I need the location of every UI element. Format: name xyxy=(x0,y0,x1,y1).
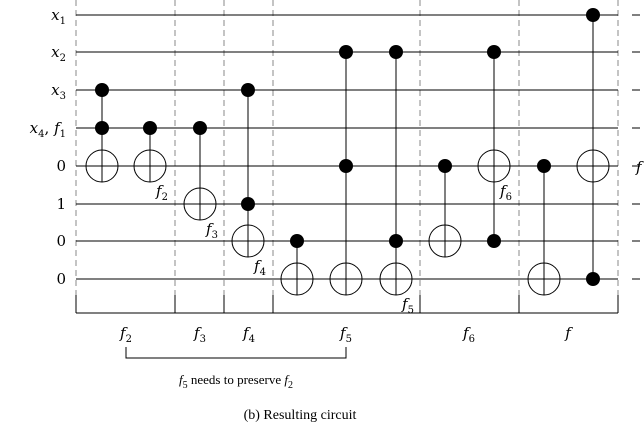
toffoli-gate xyxy=(280,234,314,296)
control-dot xyxy=(487,45,501,59)
toffoli-gate: f2 xyxy=(133,121,168,203)
gates: f2 f3 f4 f5 f6 xyxy=(85,8,610,316)
preserve-brace: f5 needs to preserve f2 xyxy=(125,347,347,391)
control-dot xyxy=(290,234,304,248)
wire-label: 1 xyxy=(56,195,66,213)
section-label: f5 xyxy=(339,324,352,345)
section-label: f2 xyxy=(119,324,132,345)
preserve-note: f5 needs to preserve f2 xyxy=(179,372,293,391)
control-dot xyxy=(241,83,255,97)
control-dot xyxy=(537,159,551,173)
wire-labels: x1 x2 x3 x4, f1 0 1 0 0 f xyxy=(30,6,644,288)
intermediate-label: f3 xyxy=(205,220,218,241)
wire-label: x4, f1 xyxy=(30,119,66,140)
control-dot xyxy=(143,121,157,135)
circuit-wires xyxy=(76,14,640,280)
section-axis xyxy=(75,295,619,314)
control-dot xyxy=(95,121,109,135)
intermediate-label: f4 xyxy=(253,257,266,278)
wire-label: 0 xyxy=(56,270,66,288)
toffoli-gate xyxy=(428,159,462,258)
wire-label: 0 xyxy=(56,232,66,250)
wire-label: x3 xyxy=(51,81,66,102)
control-dot xyxy=(586,8,600,22)
wire-label: 0 xyxy=(56,157,66,175)
section-label: f6 xyxy=(462,324,475,345)
control-dot xyxy=(95,83,109,97)
control-dot xyxy=(339,159,353,173)
section-label: f3 xyxy=(193,324,206,345)
toffoli-gate xyxy=(85,83,119,183)
intermediate-label: f2 xyxy=(155,182,168,203)
output-label: f xyxy=(635,158,644,176)
figure-caption: (b) Resulting circuit xyxy=(244,408,357,423)
control-dot xyxy=(586,272,600,286)
control-dot xyxy=(241,197,255,211)
toffoli-gate: f4 xyxy=(231,83,266,278)
toffoli-gate: f3 xyxy=(183,121,218,241)
control-dot xyxy=(438,159,452,173)
control-dot xyxy=(193,121,207,135)
toffoli-gate xyxy=(329,45,363,296)
section-labels: f2 f3 f4 f5 f6 f xyxy=(119,324,573,345)
control-dot xyxy=(389,234,403,248)
toffoli-gate: f5 xyxy=(379,45,414,316)
control-dot xyxy=(339,45,353,59)
preserve-bracket xyxy=(125,347,347,359)
intermediate-label: f5 xyxy=(401,295,414,316)
wire-label: x2 xyxy=(51,43,66,64)
section-label: f4 xyxy=(242,324,255,345)
wire-label: x1 xyxy=(51,6,66,27)
section-label: f xyxy=(564,324,573,342)
control-dot xyxy=(487,234,501,248)
toffoli-gate: f6 xyxy=(477,45,512,248)
control-dot xyxy=(389,45,403,59)
intermediate-label: f6 xyxy=(499,182,512,203)
toffoli-gate xyxy=(576,8,610,286)
toffoli-gate xyxy=(527,159,561,296)
